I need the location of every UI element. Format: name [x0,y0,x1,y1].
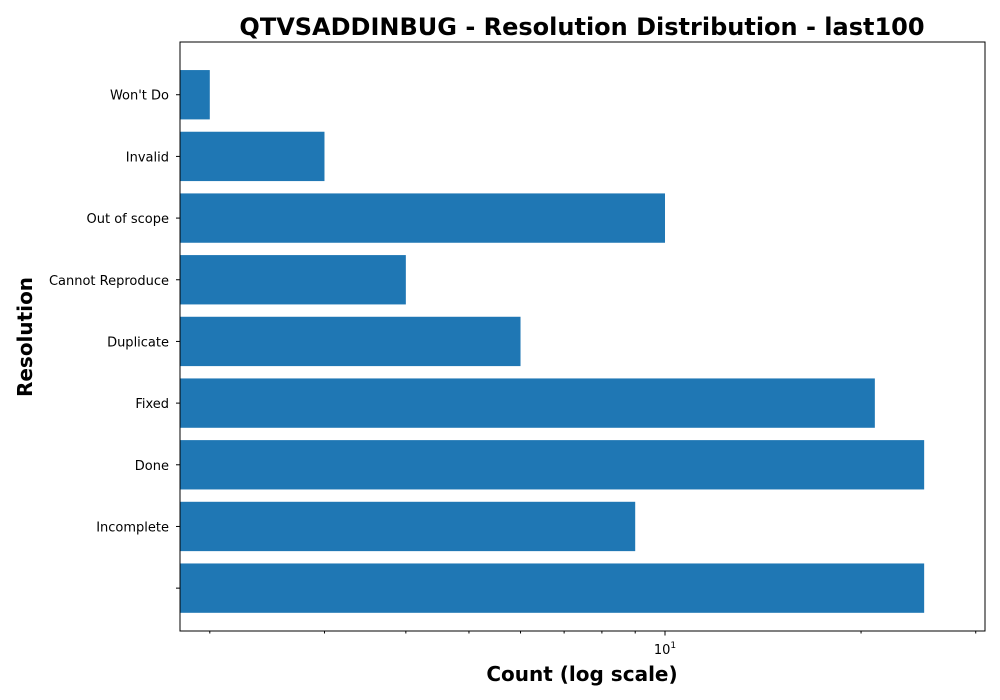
bar [180,255,406,305]
y-tick-label: Incomplete [96,520,169,535]
bars-group [180,70,925,613]
y-tick-label: Duplicate [107,335,169,350]
y-tick-label: Done [135,459,169,474]
bar [180,193,666,243]
bar [180,501,636,552]
y-axis-ticks: Won't Do Invalid Out of scope Cannot Reprod… [49,89,180,589]
bar [180,563,925,613]
y-tick-label: Cannot Reproduce [49,274,169,289]
x-tick-label: 101 [654,641,676,658]
bar [180,378,875,428]
bar [180,316,521,367]
y-tick-label: Invalid [126,150,169,165]
y-tick-label: Won't Do [110,89,169,104]
y-tick-label: Out of scope [87,212,170,227]
bar [180,440,925,490]
bar [180,70,210,120]
chart-title: QTVSADDINBUG - Resolution Distribution -… [239,13,924,41]
x-axis-label: Count (log scale) [486,662,677,686]
y-tick-label: Fixed [135,397,169,412]
x-axis-ticks: 101 [209,631,977,658]
bar [180,131,325,182]
plot-frame [179,41,986,632]
y-axis-label: Resolution [13,277,37,397]
